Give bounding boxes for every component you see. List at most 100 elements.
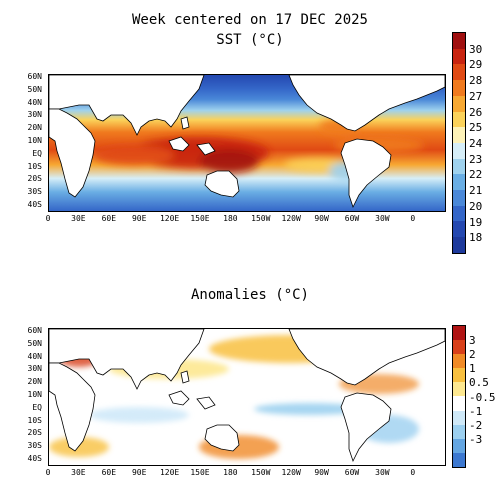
lat-label: 30N bbox=[27, 364, 42, 374]
colorbar-swatch bbox=[453, 452, 465, 467]
lon-label: 180 bbox=[223, 468, 238, 477]
sst-colorbar-label: 29 bbox=[469, 58, 483, 72]
lon-label: 150W bbox=[251, 214, 271, 223]
colorbar-swatch bbox=[453, 48, 465, 65]
lat-label: 10S bbox=[27, 415, 42, 425]
lat-label: 30S bbox=[27, 441, 42, 451]
colorbar-swatch bbox=[453, 396, 465, 411]
lat-label: 50N bbox=[27, 338, 42, 348]
lon-label: 120E bbox=[159, 214, 180, 223]
lon-label: 60W bbox=[344, 468, 360, 477]
lon-label: 150E bbox=[190, 214, 210, 223]
sst-colorbar-label: 26 bbox=[469, 105, 483, 119]
colorbar-swatch bbox=[453, 368, 465, 383]
lon-label: 60E bbox=[101, 214, 117, 223]
lon-label: 90W bbox=[314, 214, 329, 223]
sst-colorbar-label: 20 bbox=[469, 199, 483, 213]
sst-colorbar-label: 25 bbox=[469, 121, 483, 135]
lat-label: 40S bbox=[27, 454, 42, 463]
colorbar-swatch bbox=[453, 438, 465, 453]
anomaly-panel-title: Anomalies (°C) bbox=[190, 287, 309, 303]
anom-colorbar-label: -2 bbox=[469, 418, 483, 432]
sst-colorbar-label: 27 bbox=[469, 89, 483, 103]
anom-colorbar-label: 0.5 bbox=[469, 376, 489, 390]
anom-colorbar-label: -3 bbox=[469, 432, 483, 446]
sst-colorbar-label: 23 bbox=[469, 152, 483, 166]
colorbar-swatch bbox=[453, 410, 465, 425]
colorbar-swatch bbox=[453, 127, 465, 143]
lon-label: 0 bbox=[410, 468, 416, 477]
lon-label: 90E bbox=[131, 468, 147, 477]
lat-label: 60N bbox=[27, 72, 42, 81]
colorbar-swatch bbox=[453, 33, 465, 49]
anom-colorbar-label: -1 bbox=[469, 404, 483, 418]
colorbar-swatch bbox=[453, 64, 465, 81]
lon-label: 180 bbox=[223, 214, 238, 223]
lat-label: 40N bbox=[27, 351, 42, 361]
colorbar-swatch bbox=[453, 354, 465, 369]
colorbar-swatch bbox=[453, 111, 465, 128]
lon-label: 150W bbox=[251, 468, 271, 477]
sst-colorbar-label: 18 bbox=[469, 231, 483, 245]
lat-label: 20S bbox=[27, 428, 42, 438]
lat-label: 60N bbox=[27, 326, 42, 335]
colorbar-swatch bbox=[453, 221, 465, 238]
lon-label: 90E bbox=[131, 214, 147, 223]
anom-colorbar bbox=[452, 325, 466, 468]
sst-panel-title: SST (°C) bbox=[216, 32, 284, 48]
colorbar-swatch bbox=[453, 205, 465, 222]
anom-colorbar-label: -0.5 bbox=[469, 390, 496, 404]
sst-colorbar bbox=[452, 32, 466, 254]
lon-label: 30W bbox=[375, 468, 390, 477]
lat-label: 30N bbox=[27, 110, 42, 120]
sst-colorbar-label: 30 bbox=[469, 42, 483, 56]
anomaly-map bbox=[48, 328, 446, 466]
lon-label: 120E bbox=[159, 468, 180, 477]
lon-label: 30W bbox=[375, 214, 390, 223]
sst-map-graphic bbox=[49, 75, 445, 211]
colorbar-swatch bbox=[453, 424, 465, 439]
lat-label: 10N bbox=[27, 390, 42, 399]
sst-colorbar-label: 22 bbox=[469, 168, 483, 182]
lat-label: 40S bbox=[27, 200, 42, 209]
lon-label: 60W bbox=[344, 214, 360, 223]
lat-label: 50N bbox=[27, 84, 42, 94]
lon-label: 60E bbox=[101, 468, 117, 477]
anom-colorbar-label: 2 bbox=[469, 348, 476, 362]
sst-colorbar-label: 28 bbox=[469, 74, 483, 88]
lon-label: 0 bbox=[410, 214, 416, 223]
colorbar-swatch bbox=[453, 142, 465, 159]
lon-label: 0 bbox=[45, 214, 51, 223]
colorbar-swatch bbox=[453, 340, 465, 355]
lat-label: 40N bbox=[27, 97, 42, 107]
lat-label: 10S bbox=[27, 161, 42, 171]
lon-label: 30E bbox=[71, 214, 86, 223]
lat-label: EQ bbox=[32, 148, 42, 158]
lat-label: 30S bbox=[27, 187, 42, 197]
lon-label: 120W bbox=[281, 214, 301, 223]
sst-map bbox=[48, 74, 446, 212]
lon-label: 30E bbox=[71, 468, 86, 477]
colorbar-swatch bbox=[453, 95, 465, 112]
colorbar-swatch bbox=[453, 80, 465, 96]
sst-colorbar-label: 19 bbox=[469, 215, 483, 229]
colorbar-swatch bbox=[453, 158, 465, 175]
lat-label: 20N bbox=[27, 123, 42, 133]
sst-colorbar-label: 24 bbox=[469, 137, 483, 150]
lat-label: EQ bbox=[32, 402, 42, 412]
colorbar-swatch bbox=[453, 237, 465, 253]
lon-label: 120W bbox=[281, 468, 301, 477]
anom-colorbar-label: 3 bbox=[469, 334, 476, 348]
colorbar-swatch bbox=[453, 382, 465, 397]
lat-label: 20S bbox=[27, 174, 42, 184]
lat-label: 20N bbox=[27, 377, 42, 387]
lat-label: 10N bbox=[27, 136, 42, 145]
lon-label: 90W bbox=[314, 468, 329, 477]
main-title: Week centered on 17 DEC 2025 bbox=[131, 12, 368, 28]
colorbar-swatch bbox=[453, 174, 465, 191]
anomaly-map-graphic bbox=[49, 329, 445, 465]
colorbar-swatch bbox=[453, 326, 465, 341]
sst-colorbar-label: 21 bbox=[469, 184, 483, 198]
anom-colorbar-label: 1 bbox=[469, 362, 476, 376]
lon-label: 0 bbox=[45, 468, 51, 477]
